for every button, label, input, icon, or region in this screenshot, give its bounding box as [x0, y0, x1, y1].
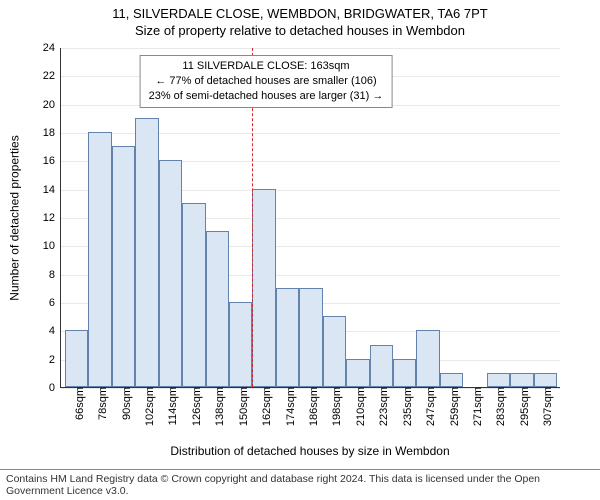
histogram-bar — [440, 373, 463, 387]
y-tick-label: 24 — [43, 42, 61, 54]
x-tick-label: 150sqm — [232, 387, 250, 426]
histogram-bar — [487, 373, 510, 387]
x-tick-label: 66sqm — [68, 387, 86, 420]
x-tick-label: 259sqm — [443, 387, 461, 426]
x-tick-label: 162sqm — [255, 387, 273, 426]
histogram-bar — [159, 160, 182, 387]
y-tick-label: 18 — [43, 127, 61, 139]
x-tick-label: 283sqm — [489, 387, 507, 426]
x-tick-label: 307sqm — [536, 387, 554, 426]
chart-container: 11, SILVERDALE CLOSE, WEMBDON, BRIDGWATE… — [0, 0, 600, 500]
x-tick-label: 210sqm — [349, 387, 367, 426]
x-tick-label: 295sqm — [513, 387, 531, 426]
y-tick-label: 0 — [49, 382, 61, 394]
histogram-bar — [206, 231, 229, 387]
y-tick-label: 20 — [43, 99, 61, 111]
plot-area: 02468101214161820222466sqm78sqm90sqm102s… — [60, 48, 560, 388]
histogram-bar — [534, 373, 557, 387]
x-tick-label: 126sqm — [185, 387, 203, 426]
y-tick-label: 12 — [43, 212, 61, 224]
annotation-line: ← 77% of detached houses are smaller (10… — [149, 74, 384, 89]
histogram-bar — [323, 316, 346, 387]
x-tick-label: 223sqm — [372, 387, 390, 426]
histogram-bar — [299, 288, 322, 387]
histogram-bar — [135, 118, 158, 387]
chart-subtitle: Size of property relative to detached ho… — [0, 21, 600, 38]
x-tick-label: 247sqm — [419, 387, 437, 426]
histogram-bar — [112, 146, 135, 387]
y-tick-label: 4 — [49, 325, 61, 337]
x-tick-label: 102sqm — [138, 387, 156, 426]
footer-attribution: Contains HM Land Registry data © Crown c… — [0, 469, 600, 500]
y-tick-label: 16 — [43, 155, 61, 167]
y-axis-label: Number of detached properties — [6, 48, 24, 388]
histogram-bar — [393, 359, 416, 387]
histogram-bar — [276, 288, 299, 387]
histogram-bar — [88, 132, 111, 387]
x-tick-label: 198sqm — [325, 387, 343, 426]
histogram-bar — [229, 302, 252, 387]
histogram-bar — [346, 359, 369, 387]
x-tick-label: 138sqm — [208, 387, 226, 426]
annotation-box: 11 SILVERDALE CLOSE: 163sqm← 77% of deta… — [140, 55, 393, 108]
y-tick-label: 2 — [49, 354, 61, 366]
annotation-line: 11 SILVERDALE CLOSE: 163sqm — [149, 59, 384, 74]
histogram-bar — [65, 330, 88, 387]
x-tick-label: 235sqm — [396, 387, 414, 426]
x-tick-label: 174sqm — [279, 387, 297, 426]
y-tick-label: 8 — [49, 269, 61, 281]
histogram-bar — [182, 203, 205, 387]
x-tick-label: 78sqm — [91, 387, 109, 420]
y-tick-label: 22 — [43, 70, 61, 82]
y-tick-label: 10 — [43, 240, 61, 252]
histogram-bar — [416, 330, 439, 387]
x-tick-label: 90sqm — [115, 387, 133, 420]
y-tick-label: 6 — [49, 297, 61, 309]
x-tick-label: 114sqm — [161, 387, 179, 425]
histogram-bar — [510, 373, 533, 387]
y-axis-label-text: Number of detached properties — [8, 135, 22, 300]
x-tick-label: 271sqm — [466, 387, 484, 426]
x-tick-label: 186sqm — [302, 387, 320, 426]
x-axis-label: Distribution of detached houses by size … — [60, 444, 560, 458]
gridline — [61, 48, 560, 49]
histogram-bar — [370, 345, 393, 388]
chart-title: 11, SILVERDALE CLOSE, WEMBDON, BRIDGWATE… — [0, 0, 600, 21]
annotation-line: 23% of semi-detached houses are larger (… — [149, 89, 384, 104]
histogram-bar — [252, 189, 275, 387]
y-tick-label: 14 — [43, 184, 61, 196]
